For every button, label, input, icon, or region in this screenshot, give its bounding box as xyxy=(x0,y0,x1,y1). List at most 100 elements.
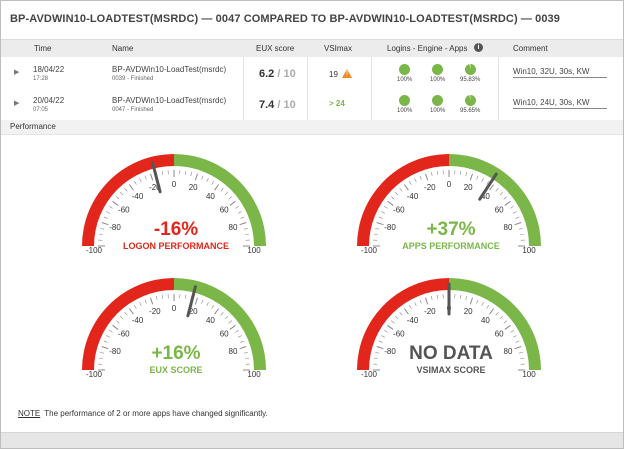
col-comment[interactable]: Comment xyxy=(513,44,548,53)
comment-field[interactable]: Win10, 24U, 30s, KW xyxy=(513,98,607,109)
gauge-eux: -100 -80 -60 -40 -20 0 20 40 60 80 100 +16% EUX SC… xyxy=(81,273,271,413)
gauge-tick xyxy=(139,178,142,182)
gauge-tick xyxy=(116,196,120,200)
gauge-tick xyxy=(109,206,113,209)
gauge-tick xyxy=(409,181,412,185)
gauge-tick xyxy=(194,173,198,181)
gauge-tick xyxy=(375,227,380,230)
gauge-tick xyxy=(235,206,239,209)
gauge-tick xyxy=(499,316,503,320)
gauge-tick-label: 100 xyxy=(522,370,536,379)
gauge-tick xyxy=(150,297,154,305)
gauge-tick xyxy=(465,296,468,301)
section-title: Performance xyxy=(10,122,56,131)
gauge-tick xyxy=(499,192,503,196)
col-time[interactable]: Time xyxy=(34,44,52,53)
gauge-arc-negative xyxy=(82,278,174,370)
gauge-tick xyxy=(112,324,119,330)
gauge-tick xyxy=(211,305,214,309)
gauge-apps: -100 -80 -60 -40 -20 0 20 40 60 80 100 +37% APPS P… xyxy=(356,149,546,289)
col-logins[interactable]: Logins - Engine - Apps xyxy=(387,44,468,53)
eux-value: 6.2 xyxy=(259,68,275,80)
gauge-tick xyxy=(376,222,384,226)
divider xyxy=(371,88,372,120)
gauge-tick xyxy=(106,335,110,338)
gauge-tick xyxy=(495,188,499,192)
chevron-right-icon[interactable]: ▶ xyxy=(14,69,20,76)
gauge-tick-label: 40 xyxy=(206,192,215,201)
divider xyxy=(371,57,372,89)
logins-pie-icon xyxy=(399,64,410,75)
gauge-tick-label: -60 xyxy=(393,206,405,215)
gauge-tick-label: 40 xyxy=(481,316,490,325)
gauge-tick xyxy=(513,335,517,338)
gauge-tick xyxy=(120,316,124,320)
table-row[interactable]: ▶ 18/04/22 17:28 BP-AVDWin10-LoadTest(ms… xyxy=(1,57,623,90)
gauge-label: EUX SCORE xyxy=(149,365,203,375)
gauge-tick xyxy=(375,351,380,354)
gauge-arc-negative xyxy=(357,278,449,370)
row-name: BP-AVDWin10-LoadTest(msrdc) xyxy=(112,96,227,105)
engine-pie-icon xyxy=(432,64,443,75)
divider xyxy=(243,88,244,120)
gauge-tick xyxy=(100,351,105,354)
gauge-tick xyxy=(419,299,422,304)
gauge-tick-label: 60 xyxy=(220,330,229,339)
divider xyxy=(498,88,499,120)
gauge-tick xyxy=(214,184,220,191)
gauge-tick xyxy=(206,302,209,306)
info-icon[interactable]: i xyxy=(474,43,483,52)
row-date: 18/04/22 xyxy=(33,65,65,74)
gauge-tick xyxy=(378,216,383,219)
chevron-right-icon[interactable]: ▶ xyxy=(14,100,20,107)
gauge-tick xyxy=(481,178,484,182)
gauge-tick-label: 0 xyxy=(172,304,177,313)
apps-pie-icon xyxy=(465,95,476,106)
gauge-tick-label: 20 xyxy=(464,183,473,192)
gauge-tick xyxy=(436,294,439,299)
footer-bar xyxy=(1,432,623,448)
col-eux[interactable]: EUX score xyxy=(256,44,295,53)
divider xyxy=(243,57,244,89)
row-status: 0039 - Finished xyxy=(112,76,154,82)
gauge-tick xyxy=(240,340,245,343)
gauge-tick xyxy=(144,299,147,304)
gauge-tick xyxy=(128,184,134,191)
gauge-tick xyxy=(116,320,120,324)
eux-value: 7.4 xyxy=(259,99,275,111)
gauge-tick-label: -80 xyxy=(109,347,121,356)
gauge-tick xyxy=(124,188,128,192)
apps-pct: 95.83% xyxy=(460,77,481,83)
engine-pct: 100% xyxy=(430,77,446,83)
gauge-tick xyxy=(520,357,525,360)
gauge-arc-positive xyxy=(449,278,541,370)
table-row[interactable]: ▶ 20/04/22 07:05 BP-AVDWin10-LoadTest(ms… xyxy=(1,88,623,121)
gauge-tick xyxy=(98,357,103,360)
comment-field[interactable]: Win10, 32U, 30s, KW xyxy=(513,67,607,78)
gauge-tick-label: -100 xyxy=(361,246,378,255)
gauge-tick-label: -80 xyxy=(384,223,396,232)
gauge-tick xyxy=(239,222,247,226)
gauge-tick xyxy=(184,170,187,175)
row-date: 20/04/22 xyxy=(33,96,65,105)
gauge-tick xyxy=(224,192,228,196)
gauge-tick xyxy=(161,170,164,175)
gauge-tick xyxy=(190,172,193,177)
row-status: 0047 - Finished xyxy=(112,107,154,113)
divider xyxy=(307,57,308,89)
gauge-tick-label: -40 xyxy=(132,316,144,325)
gauge-needle xyxy=(151,161,162,194)
col-name[interactable]: Name xyxy=(112,44,134,53)
gauge-tick xyxy=(459,170,462,175)
eux-max: / 10 xyxy=(277,99,296,111)
gauge-tick xyxy=(486,305,489,309)
gauge-tick xyxy=(101,222,109,226)
col-vsimax[interactable]: VSImax xyxy=(324,44,353,53)
gauge-tick xyxy=(373,233,378,236)
gauge-tick xyxy=(243,351,248,354)
gauge-tick xyxy=(518,227,523,230)
gauge-tick xyxy=(245,233,250,236)
